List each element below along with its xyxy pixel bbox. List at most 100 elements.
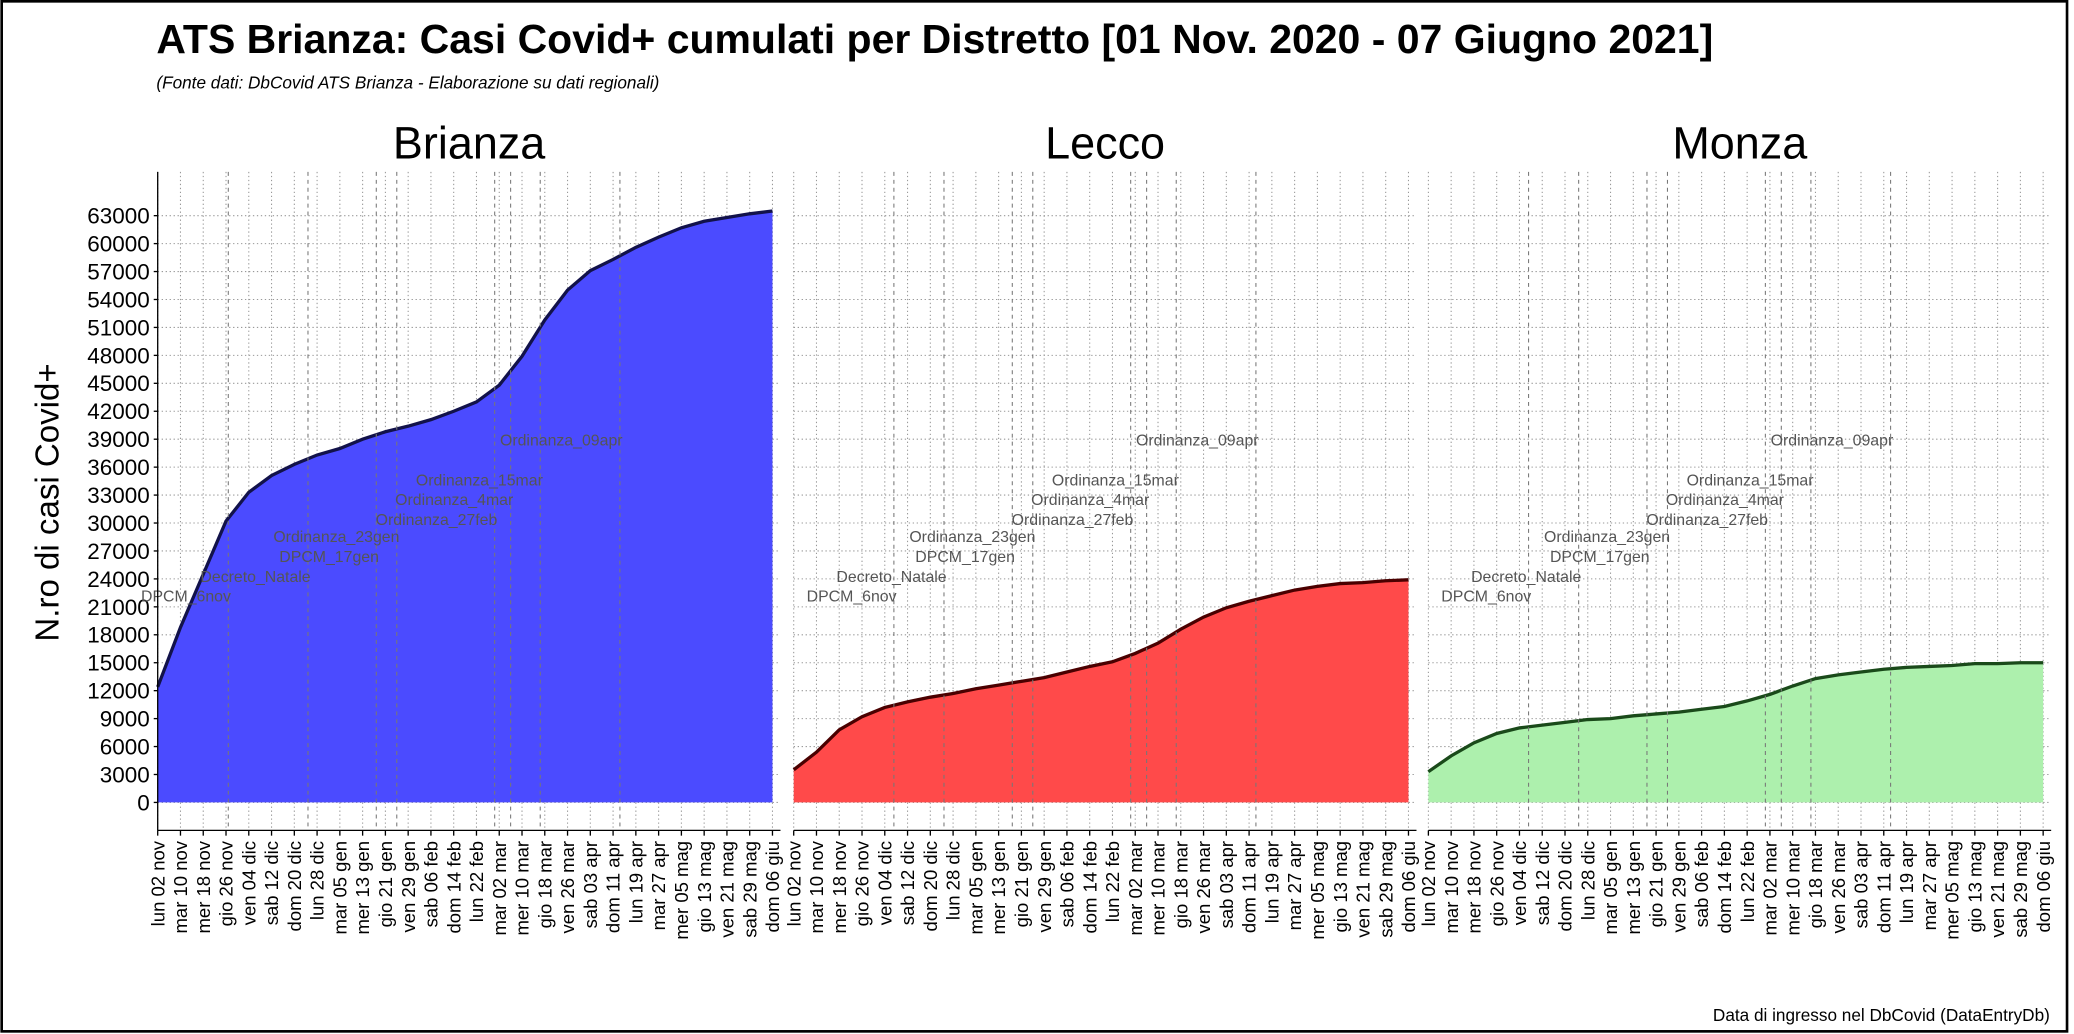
x-tick-label: sab 03 apr: [1851, 841, 1872, 928]
annotation-label: DPCM_17gen: [915, 549, 1015, 566]
x-tick-label: sab 12 dic: [261, 841, 282, 925]
x-tick-label: gio 13 mag: [1964, 841, 1985, 933]
y-tick-label: 39000: [87, 427, 149, 452]
x-tick-label: dom 11 apr: [1873, 841, 1894, 933]
chart-title: ATS Brianza: Casi Covid+ cumulati per Di…: [156, 16, 1713, 62]
y-tick-label: 18000: [87, 623, 149, 648]
x-tick-label: lun 19 apr: [625, 841, 646, 923]
y-tick-label: 27000: [87, 539, 149, 564]
x-tick-label: lun 22 feb: [466, 841, 487, 922]
x-tick-label: dom 06 giu: [762, 841, 783, 933]
x-tick-label: ven 26 mar: [557, 841, 578, 934]
annotation-label: DPCM_6nov: [141, 589, 231, 606]
y-tick-label: 42000: [87, 399, 149, 424]
x-tick-label: gio 26 nov: [1486, 840, 1507, 926]
annotation-label: Ordinanza_09apr: [1771, 433, 1894, 450]
x-tick-label: lun 28 dic: [1577, 841, 1598, 920]
annotation-label: Ordinanza_15mar: [1052, 472, 1180, 489]
x-tick-label: ven 04 dic: [1509, 841, 1530, 925]
x-tick-label: sab 12 dic: [1532, 841, 1553, 925]
x-tick-label: gio 26 nov: [852, 840, 873, 926]
x-tick-label: lun 02 nov: [1418, 840, 1439, 926]
area-edge: [792, 578, 1409, 772]
x-tick-label: ven 04 dic: [874, 841, 895, 925]
x-tick-label: mar 10 nov: [806, 840, 827, 933]
x-tick-label: mer 10 mar: [1148, 841, 1169, 936]
x-tick-label: mer 13 gen: [1623, 841, 1644, 935]
y-axis-label: N.ro di casi Covid+: [30, 363, 67, 641]
y-tick-label: 45000: [87, 371, 149, 396]
x-tick-label: mar 05 gen: [329, 841, 350, 935]
y-tick-label: 30000: [87, 511, 149, 536]
footer: Data di ingresso nel DbCovid (DataEntryD…: [1713, 1005, 2050, 1025]
x-tick-label: dom 14 feb: [1714, 841, 1735, 934]
x-tick-label: mer 10 mar: [1782, 841, 1803, 936]
x-tick-label: sab 29 mag: [739, 841, 760, 938]
x-tick-label: mar 05 gen: [965, 841, 986, 935]
y-tick-label: 36000: [87, 455, 149, 480]
annotation-label: DPCM_17gen: [1550, 549, 1650, 566]
annotation-label: DPCM_6nov: [807, 589, 897, 606]
x-tick-label: ven 29 gen: [1668, 841, 1689, 933]
x-tick-label: lun 28 dic: [943, 841, 964, 920]
annotation-label: Decreto_Natale: [1471, 569, 1581, 586]
x-tick-label: dom 20 dic: [1555, 841, 1576, 932]
x-tick-label: gio 21 gen: [375, 841, 396, 927]
x-tick-label: gio 21 gen: [1646, 841, 1667, 927]
y-tick-label: 48000: [87, 343, 149, 368]
x-tick-label: mar 02 mar: [489, 841, 510, 936]
area: [157, 211, 773, 803]
y-tick-label: 21000: [87, 595, 149, 620]
x-tick-label: mar 10 nov: [1441, 840, 1462, 933]
x-tick-label: sab 12 dic: [897, 841, 918, 925]
panel-title: Lecco: [1045, 118, 1165, 169]
area: [793, 579, 1409, 803]
annotation-label: Decreto_Natale: [836, 569, 946, 586]
x-tick-label: mer 13 gen: [352, 841, 373, 935]
annotation-label: Ordinanza_4mar: [1031, 492, 1150, 509]
x-tick-label: lun 19 apr: [1261, 841, 1282, 923]
x-tick-label: mar 10 nov: [170, 840, 191, 933]
x-tick-label: lun 22 feb: [1102, 841, 1123, 922]
x-tick-label: dom 14 feb: [1079, 841, 1100, 934]
y-tick-label: 63000: [87, 204, 149, 229]
x-tick-label: mer 18 nov: [829, 840, 850, 933]
x-tick-label: dom 06 giu: [1398, 841, 1419, 933]
y-tick-label: 54000: [87, 287, 149, 312]
x-tick-label: sab 03 apr: [1216, 841, 1237, 928]
x-tick-label: mer 05 mag: [671, 841, 692, 940]
x-tick-label: ven 29 gen: [398, 841, 419, 933]
x-tick-label: mer 05 mag: [1307, 841, 1328, 940]
annotation-label: Ordinanza_27feb: [1646, 512, 1768, 529]
annotation-label: Ordinanza_23gen: [909, 529, 1035, 546]
area-edge: [156, 209, 773, 688]
x-tick-label: dom 20 dic: [284, 841, 305, 932]
area-edge: [1427, 661, 2044, 774]
x-tick-label: mar 27 apr: [648, 841, 669, 930]
panel-title: Brianza: [393, 118, 545, 169]
y-tick-label: 33000: [87, 483, 149, 508]
y-tick-label: 12000: [87, 679, 149, 704]
x-tick-label: mer 18 nov: [1464, 840, 1485, 933]
x-tick-label: mer 05 mag: [1942, 841, 1963, 940]
x-tick-label: sab 06 feb: [1057, 841, 1078, 927]
x-tick-label: mer 13 gen: [988, 841, 1009, 935]
y-tick-label: 3000: [100, 762, 150, 787]
x-tick-label: mer 18 nov: [193, 840, 214, 933]
x-tick-label: lun 02 nov: [783, 840, 804, 926]
x-tick-label: dom 11 apr: [603, 841, 624, 933]
x-tick-label: ven 21 mag: [717, 841, 738, 938]
annotation-label: Decreto_Natale: [200, 569, 310, 586]
annotation-label: DPCM_6nov: [1441, 589, 1531, 606]
annotation-label: Ordinanza_23gen: [273, 529, 399, 546]
y-tick-label: 57000: [87, 259, 149, 284]
annotation-label: Ordinanza_09apr: [1136, 433, 1259, 450]
y-tick-label: 0: [137, 790, 149, 815]
x-tick-label: dom 20 dic: [920, 841, 941, 932]
annotation-label: Ordinanza_09apr: [500, 433, 623, 450]
x-tick-label: gio 18 mar: [534, 841, 555, 928]
x-tick-label: sab 06 feb: [421, 841, 442, 927]
x-tick-label: mar 27 apr: [1919, 841, 1940, 930]
y-tick-label: 60000: [87, 232, 149, 257]
